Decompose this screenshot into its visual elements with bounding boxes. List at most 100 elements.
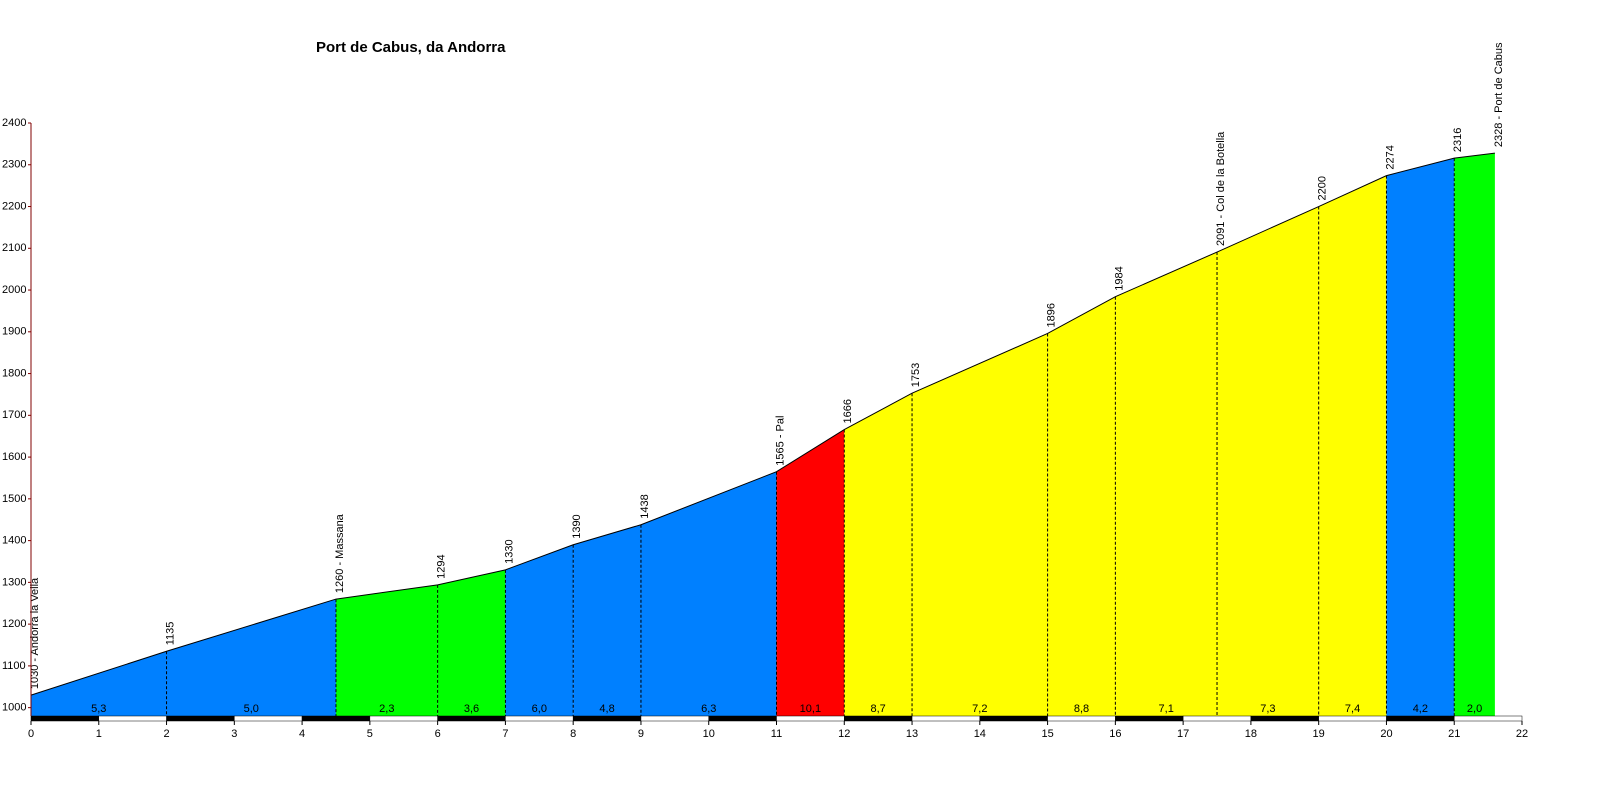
- km-bar: [1386, 715, 1455, 722]
- x-tick-label: 12: [838, 728, 850, 740]
- y-tick-label: 1500: [2, 493, 26, 505]
- gradient-label: 8,7: [871, 703, 886, 715]
- y-tick-label: 2200: [2, 200, 26, 212]
- gradient-label: 2,0: [1467, 703, 1482, 715]
- gradient-label: 7,4: [1345, 703, 1360, 715]
- segment: [573, 524, 641, 716]
- x-tick-label: 9: [638, 728, 644, 740]
- x-tick-label: 16: [1109, 728, 1121, 740]
- x-tick-label: 20: [1380, 728, 1392, 740]
- gradient-label: 5,0: [244, 703, 259, 715]
- x-tick-label: 17: [1177, 728, 1189, 740]
- point-label: 1896: [1045, 303, 1057, 327]
- km-bar: [1318, 715, 1387, 722]
- segment: [1318, 175, 1387, 717]
- km-bar: [1115, 715, 1184, 722]
- km-bar: [1182, 715, 1252, 722]
- km-bar: [572, 715, 642, 722]
- point-label: 1330: [503, 539, 515, 563]
- point-label: 1666: [842, 399, 854, 423]
- point-label: 1030 - Andorra la Vella: [29, 577, 41, 689]
- y-tick-label: 1400: [2, 535, 26, 547]
- gradient-label: 10,1: [800, 703, 821, 715]
- segment: [1454, 153, 1495, 716]
- gradient-label: 7,1: [1159, 703, 1174, 715]
- y-tick-label: 1100: [2, 660, 26, 672]
- km-bar: [640, 715, 709, 722]
- km-bar: [979, 715, 1048, 722]
- x-tick-label: 18: [1245, 728, 1257, 740]
- x-tick-label: 21: [1448, 728, 1460, 740]
- point-label: 1260 - Massana: [334, 513, 346, 593]
- y-tick-label: 1300: [2, 576, 26, 588]
- km-bar: [98, 715, 167, 722]
- gradient-label: 7,3: [1260, 703, 1275, 715]
- point-label: 1984: [1113, 266, 1125, 290]
- y-tick-label: 1800: [2, 367, 26, 379]
- y-tick-label: 1000: [2, 702, 26, 714]
- point-label: 1135: [164, 622, 176, 646]
- km-bar: [505, 715, 574, 722]
- segment: [776, 429, 845, 716]
- gradient-label: 4,8: [599, 703, 614, 715]
- point-label: 2200: [1317, 176, 1329, 200]
- point-label: 2328 - Port de Cabus: [1493, 42, 1505, 147]
- x-tick-label: 6: [435, 728, 441, 740]
- km-bar: [1250, 715, 1319, 722]
- km-bar: [30, 715, 100, 722]
- segment: [912, 333, 1048, 716]
- point-label: 2091 - Col de la Botella: [1215, 131, 1227, 246]
- y-tick-label: 2100: [2, 242, 26, 254]
- x-tick-label: 2: [163, 728, 169, 740]
- gradient-label: 5,3: [91, 703, 106, 715]
- km-bar: [911, 715, 981, 722]
- gradient-label: 4,2: [1413, 703, 1428, 715]
- x-tick-label: 4: [299, 728, 305, 740]
- segment: [1386, 158, 1455, 717]
- x-tick-label: 10: [703, 728, 715, 740]
- point-label: 2316: [1452, 128, 1464, 152]
- segment: [844, 393, 913, 716]
- segment: [31, 651, 167, 716]
- gradient-label: 3,6: [464, 703, 479, 715]
- x-tick-label: 8: [570, 728, 576, 740]
- x-tick-label: 19: [1313, 728, 1325, 740]
- km-bar: [1047, 715, 1116, 722]
- x-tick-label: 1: [96, 728, 102, 740]
- gradient-label: 7,2: [972, 703, 987, 715]
- km-bar: [166, 715, 235, 722]
- x-tick-label: 14: [974, 728, 986, 740]
- x-tick-label: 13: [906, 728, 918, 740]
- segment: [505, 544, 574, 716]
- y-tick-label: 1900: [2, 326, 26, 338]
- x-tick-label: 0: [28, 728, 34, 740]
- segment: [1217, 206, 1319, 717]
- segment: [640, 471, 777, 716]
- segment: [437, 569, 506, 716]
- segment: [1047, 296, 1116, 716]
- chart-title: Port de Cabus, da Andorra: [316, 39, 506, 56]
- point-label: 1390: [571, 514, 583, 538]
- x-tick-label: 5: [367, 728, 373, 740]
- point-label: 1753: [910, 363, 922, 387]
- gradient-label: 6,0: [532, 703, 547, 715]
- km-bar: [369, 715, 438, 722]
- segment: [335, 584, 438, 716]
- x-tick-label: 7: [502, 728, 508, 740]
- y-tick-label: 1600: [2, 451, 26, 463]
- x-tick-label: 22: [1516, 728, 1528, 740]
- km-bar: [1453, 715, 1523, 722]
- gradient-label: 8,8: [1074, 703, 1089, 715]
- y-tick-label: 2300: [2, 159, 26, 171]
- segment: [166, 599, 336, 716]
- y-tick-label: 1700: [2, 409, 26, 421]
- y-tick-label: 2000: [2, 284, 26, 296]
- point-label: 1438: [639, 494, 651, 518]
- point-label: 1565 - Pal: [774, 416, 786, 466]
- km-bar: [776, 715, 845, 722]
- gradient-label: 6,3: [701, 703, 716, 715]
- gradient-label: 2,3: [379, 703, 394, 715]
- km-bar: [844, 715, 913, 722]
- point-label: 1294: [436, 554, 448, 578]
- km-bar: [708, 715, 777, 722]
